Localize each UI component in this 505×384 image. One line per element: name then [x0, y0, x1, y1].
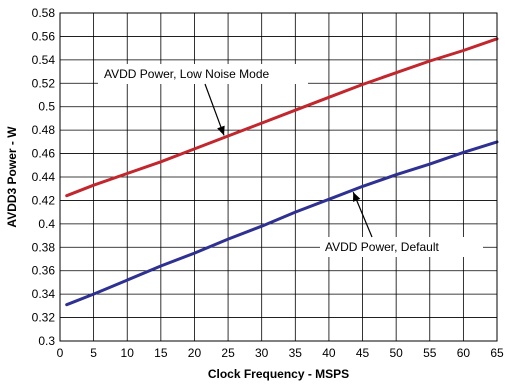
y-tick-label: 0.54 — [32, 53, 56, 67]
series-layer — [65, 37, 499, 307]
x-tick-label: 50 — [389, 346, 403, 360]
x-tick-label: 45 — [356, 346, 370, 360]
x-tick-label: 55 — [423, 346, 437, 360]
x-tick-label: 5 — [90, 346, 97, 360]
annotation-arrowhead — [353, 192, 361, 202]
x-tick-label: 40 — [322, 346, 336, 360]
annotation-arrow-line — [204, 83, 225, 136]
y-tick-label: 0.46 — [32, 147, 56, 161]
y-tick-label: 0.48 — [32, 123, 56, 137]
y-tick-label: 0.32 — [32, 311, 56, 325]
y-tick-label: 0.3 — [38, 334, 55, 348]
x-tick-label: 60 — [457, 346, 471, 360]
annotation-label: AVDD Power, Default — [325, 240, 439, 254]
y-tick-label: 0.4 — [38, 217, 55, 231]
x-tick-label: 25 — [221, 346, 235, 360]
y-tick-label: 0.5 — [38, 100, 55, 114]
x-tick-label: 0 — [57, 346, 64, 360]
annotation-callout-2: AVDD Power, Default — [320, 191, 483, 257]
y-tick-label: 0.38 — [32, 240, 56, 254]
tick-labels: 0 5 10 15 20 25 30 35 40 45 50 55 60 65 0.3 0.32 0.34 0.3… — [32, 6, 504, 360]
y-axis-title: AVDD3 Power - W — [5, 126, 19, 228]
y-tick-label: 0.52 — [32, 76, 56, 90]
x-tick-label: 65 — [490, 346, 504, 360]
series-line-2 — [65, 140, 499, 307]
x-tick-label: 20 — [188, 346, 202, 360]
annotations: AVDD Power, Low Noise Mode AVDD Power, De… — [98, 64, 483, 257]
annotation-label-bg — [320, 237, 483, 257]
y-tick-label: 0.44 — [32, 170, 56, 184]
annotation-arrowhead — [217, 125, 225, 136]
x-axis-title: Clock Frequency - MSPS — [208, 367, 349, 381]
annotation-label-bg — [98, 64, 308, 84]
series-line-1 — [65, 37, 499, 198]
y-tick-label: 0.36 — [32, 264, 56, 278]
annotation-label: AVDD Power, Low Noise Mode — [104, 67, 270, 81]
annotation-callout-1: AVDD Power, Low Noise Mode — [98, 64, 308, 136]
plot-frame — [59, 12, 498, 342]
x-tick-label: 30 — [255, 346, 269, 360]
y-tick-label: 0.42 — [32, 193, 56, 207]
y-tick-label: 0.56 — [32, 29, 56, 43]
y-tick-label: 0.58 — [32, 6, 56, 20]
x-tick-label: 15 — [154, 346, 168, 360]
y-tick-label: 0.34 — [32, 287, 56, 301]
x-tick-label: 35 — [289, 346, 303, 360]
x-tick-label: 10 — [121, 346, 135, 360]
